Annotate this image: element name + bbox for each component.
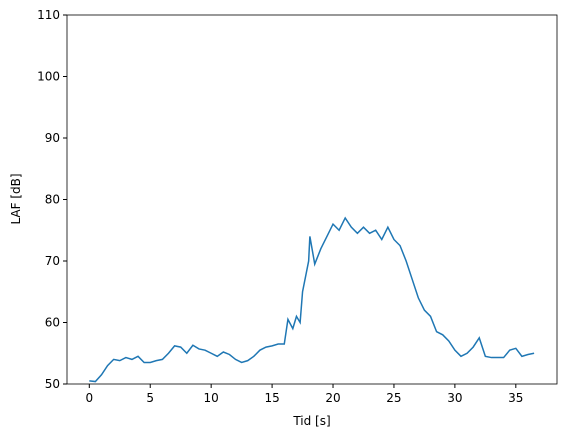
y-tick-label: 90 (45, 131, 60, 145)
x-tick-label: 15 (264, 391, 279, 405)
data-line (89, 216, 535, 383)
x-tick-label: 10 (204, 391, 219, 405)
y-tick-label: 110 (37, 8, 60, 22)
x-tick-label: 25 (386, 391, 401, 405)
x-axis-label: Tid [s] (292, 414, 330, 428)
plot-frame (66, 14, 558, 385)
y-tick-label: 80 (45, 193, 60, 207)
y-tick-label: 100 (37, 70, 60, 84)
x-tick-label: 0 (85, 391, 93, 405)
y-tick-label: 50 (45, 377, 60, 391)
x-tick-label: 30 (447, 391, 462, 405)
y-tick-label: 60 (45, 316, 60, 330)
y-axis-label: LAF [dB] (9, 173, 23, 224)
x-tick-label: 35 (508, 391, 523, 405)
x-tick-label: 5 (146, 391, 154, 405)
x-tick-label: 20 (325, 391, 340, 405)
y-tick-label: 70 (45, 254, 60, 268)
